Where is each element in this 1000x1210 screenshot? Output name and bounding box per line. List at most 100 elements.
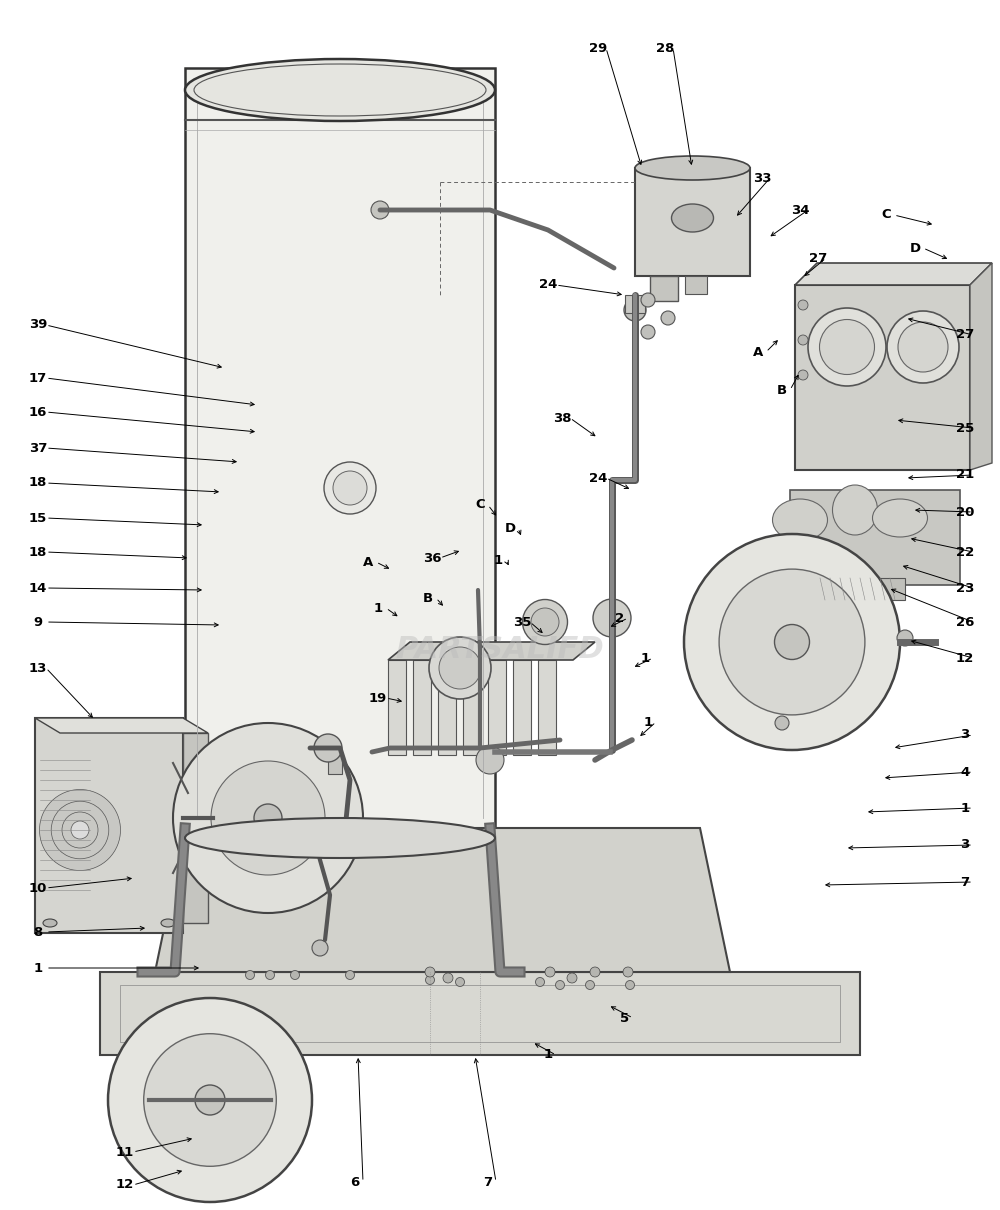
Text: 28: 28 (656, 41, 674, 54)
FancyBboxPatch shape (625, 295, 645, 313)
Ellipse shape (290, 970, 300, 980)
FancyBboxPatch shape (35, 718, 183, 933)
Text: 3: 3 (960, 728, 970, 742)
Text: 18: 18 (29, 477, 47, 490)
Ellipse shape (798, 370, 808, 380)
Text: 1: 1 (960, 801, 970, 814)
FancyBboxPatch shape (820, 578, 905, 600)
Ellipse shape (51, 801, 109, 859)
Polygon shape (100, 972, 860, 1055)
Polygon shape (970, 263, 992, 469)
Text: 3: 3 (960, 839, 970, 852)
Ellipse shape (254, 803, 282, 832)
Ellipse shape (684, 534, 900, 750)
Ellipse shape (522, 599, 568, 645)
Ellipse shape (211, 761, 325, 875)
Ellipse shape (43, 920, 57, 927)
FancyBboxPatch shape (328, 751, 342, 774)
Text: C: C (881, 208, 891, 221)
Ellipse shape (425, 967, 435, 976)
Polygon shape (388, 643, 595, 659)
Text: 1: 1 (640, 651, 650, 664)
Ellipse shape (531, 607, 559, 636)
Text: 2: 2 (615, 611, 625, 624)
FancyBboxPatch shape (185, 68, 495, 828)
Ellipse shape (324, 462, 376, 514)
Text: 27: 27 (956, 328, 974, 341)
Ellipse shape (62, 812, 98, 848)
Ellipse shape (593, 599, 631, 636)
Text: A: A (753, 346, 763, 358)
Text: 29: 29 (589, 41, 607, 54)
Text: 5: 5 (620, 1012, 630, 1025)
Text: 20: 20 (956, 506, 974, 519)
Ellipse shape (774, 624, 810, 659)
Text: 21: 21 (956, 468, 974, 482)
Text: 22: 22 (956, 546, 974, 559)
Text: 33: 33 (753, 172, 771, 184)
Ellipse shape (246, 970, 254, 980)
Text: 1: 1 (543, 1049, 553, 1061)
FancyBboxPatch shape (795, 286, 970, 469)
Ellipse shape (429, 636, 491, 699)
Polygon shape (795, 263, 992, 286)
Ellipse shape (333, 471, 367, 505)
Ellipse shape (71, 822, 89, 839)
Ellipse shape (887, 311, 959, 384)
Text: 8: 8 (33, 926, 43, 939)
FancyBboxPatch shape (463, 659, 481, 755)
Ellipse shape (641, 293, 655, 307)
Ellipse shape (590, 967, 600, 976)
Ellipse shape (624, 299, 646, 321)
Text: 36: 36 (423, 552, 441, 565)
Text: 12: 12 (116, 1179, 134, 1192)
Ellipse shape (108, 998, 312, 1202)
Text: 16: 16 (29, 405, 47, 419)
Text: 1: 1 (33, 962, 43, 974)
Ellipse shape (641, 325, 655, 339)
Ellipse shape (798, 335, 808, 345)
Ellipse shape (195, 1085, 225, 1114)
Text: PARTSALIFD: PARTSALIFD (396, 635, 604, 664)
Text: 24: 24 (589, 472, 607, 484)
Text: B: B (777, 384, 787, 397)
FancyBboxPatch shape (388, 659, 406, 755)
Ellipse shape (144, 1033, 276, 1166)
Ellipse shape (161, 920, 175, 927)
FancyBboxPatch shape (635, 168, 750, 276)
Polygon shape (35, 718, 208, 733)
Ellipse shape (775, 716, 789, 730)
Text: 4: 4 (960, 766, 970, 778)
Ellipse shape (545, 967, 555, 976)
FancyBboxPatch shape (650, 276, 678, 301)
Ellipse shape (808, 309, 886, 386)
Ellipse shape (371, 201, 389, 219)
Text: 24: 24 (539, 278, 557, 292)
Text: 26: 26 (956, 616, 974, 628)
Ellipse shape (40, 789, 120, 870)
Text: 13: 13 (29, 662, 47, 674)
Text: 34: 34 (791, 203, 809, 217)
Text: 39: 39 (29, 318, 47, 332)
Ellipse shape (719, 569, 865, 715)
Text: 18: 18 (29, 546, 47, 559)
Ellipse shape (266, 970, 274, 980)
Ellipse shape (635, 156, 750, 180)
Text: 1: 1 (493, 553, 503, 566)
Text: 14: 14 (29, 582, 47, 594)
Ellipse shape (456, 978, 464, 986)
Text: 1: 1 (373, 601, 383, 615)
FancyBboxPatch shape (413, 659, 431, 755)
Text: 11: 11 (116, 1146, 134, 1158)
Text: 37: 37 (29, 442, 47, 455)
Text: C: C (475, 499, 485, 512)
FancyBboxPatch shape (790, 490, 960, 584)
Ellipse shape (661, 311, 675, 325)
Ellipse shape (346, 970, 354, 980)
Ellipse shape (426, 975, 434, 985)
Text: 10: 10 (29, 882, 47, 894)
Text: 7: 7 (960, 876, 970, 888)
Ellipse shape (672, 204, 714, 232)
Ellipse shape (820, 319, 874, 375)
Text: 6: 6 (350, 1175, 360, 1188)
